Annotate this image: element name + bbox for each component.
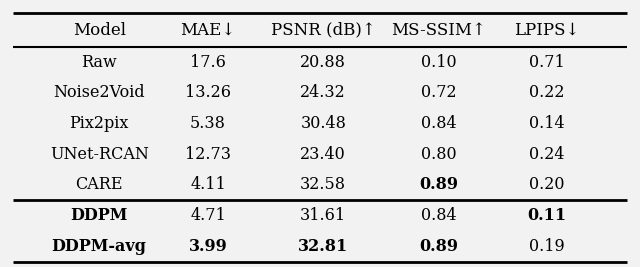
- Text: DDPM: DDPM: [70, 207, 128, 224]
- Text: 0.89: 0.89: [419, 176, 458, 194]
- Text: 13.26: 13.26: [185, 84, 231, 101]
- Text: MAE↓: MAE↓: [180, 22, 236, 39]
- Text: 0.14: 0.14: [529, 115, 565, 132]
- Text: 20.88: 20.88: [300, 54, 346, 71]
- Text: Noise2Void: Noise2Void: [53, 84, 145, 101]
- Text: 17.6: 17.6: [190, 54, 226, 71]
- Text: 23.40: 23.40: [300, 146, 346, 163]
- Text: 31.61: 31.61: [300, 207, 346, 224]
- Text: Raw: Raw: [81, 54, 117, 71]
- Text: 24.32: 24.32: [300, 84, 346, 101]
- Text: 5.38: 5.38: [190, 115, 226, 132]
- Text: DDPM-avg: DDPM-avg: [52, 238, 147, 255]
- Text: 0.80: 0.80: [420, 146, 456, 163]
- Text: Pix2pix: Pix2pix: [70, 115, 129, 132]
- Text: Model: Model: [73, 22, 125, 39]
- Text: 0.22: 0.22: [529, 84, 565, 101]
- Text: 32.81: 32.81: [298, 238, 348, 255]
- Text: 0.84: 0.84: [420, 115, 456, 132]
- Text: 0.11: 0.11: [527, 207, 567, 224]
- Text: 12.73: 12.73: [185, 146, 231, 163]
- Text: MS-SSIM↑: MS-SSIM↑: [391, 22, 486, 39]
- Text: 4.71: 4.71: [190, 207, 226, 224]
- Text: 30.48: 30.48: [300, 115, 346, 132]
- Text: 0.71: 0.71: [529, 54, 565, 71]
- Text: 0.72: 0.72: [420, 84, 456, 101]
- Text: 0.19: 0.19: [529, 238, 565, 255]
- Text: 3.99: 3.99: [189, 238, 227, 255]
- Text: UNet-RCAN: UNet-RCAN: [50, 146, 148, 163]
- Text: CARE: CARE: [76, 176, 123, 194]
- Text: LPIPS↓: LPIPS↓: [515, 22, 580, 39]
- Text: 0.10: 0.10: [420, 54, 456, 71]
- Text: 0.84: 0.84: [420, 207, 456, 224]
- Text: 0.20: 0.20: [529, 176, 565, 194]
- Text: PSNR (dB)↑: PSNR (dB)↑: [271, 22, 376, 39]
- Text: 0.24: 0.24: [529, 146, 565, 163]
- Text: 0.89: 0.89: [419, 238, 458, 255]
- Text: 32.58: 32.58: [300, 176, 346, 194]
- Text: 4.11: 4.11: [190, 176, 226, 194]
